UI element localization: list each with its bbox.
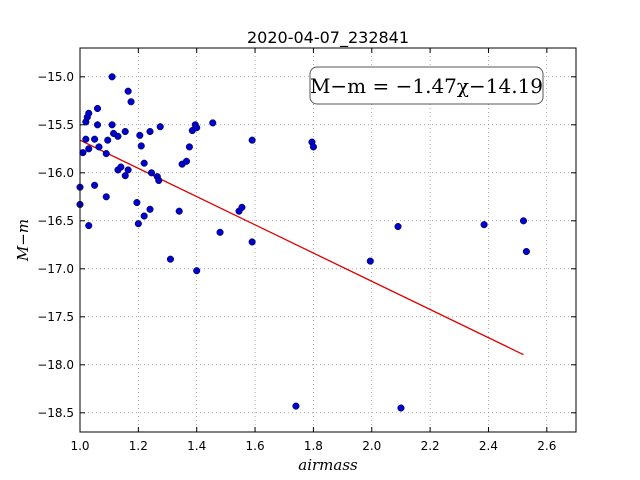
y-tick-label: −17.0 xyxy=(37,262,74,276)
data-point xyxy=(155,176,163,185)
x-axis-label: airmass xyxy=(298,456,358,474)
data-point xyxy=(102,193,110,201)
x-tick-label: 1.8 xyxy=(304,439,323,453)
data-point xyxy=(146,127,154,136)
data-point xyxy=(397,404,405,412)
data-point xyxy=(136,131,144,139)
data-point xyxy=(248,238,256,246)
data-point xyxy=(519,217,528,225)
data-point xyxy=(85,145,93,153)
data-point xyxy=(480,221,488,229)
data-point xyxy=(82,135,90,143)
data-point xyxy=(124,87,132,95)
x-tick-label: 1.6 xyxy=(246,439,265,453)
x-tick-label: 2.0 xyxy=(362,439,381,453)
data-point xyxy=(238,203,246,211)
data-point xyxy=(522,247,530,256)
fit-equation: M−m = −1.47χ−14.19 xyxy=(310,74,543,98)
data-point xyxy=(124,166,132,174)
data-point xyxy=(85,222,93,230)
x-tick-label: 2.4 xyxy=(479,439,498,453)
data-point xyxy=(102,150,110,158)
data-point xyxy=(147,169,156,177)
data-point xyxy=(140,212,148,220)
data-point xyxy=(91,135,99,143)
data-points xyxy=(76,73,530,412)
data-point xyxy=(193,267,201,275)
data-point xyxy=(134,220,142,228)
data-point xyxy=(91,181,99,189)
data-point xyxy=(366,257,374,265)
data-point xyxy=(185,143,193,151)
y-tick-label: −15.5 xyxy=(37,118,74,132)
data-point xyxy=(309,143,317,151)
y-tick-label: −18.5 xyxy=(37,406,74,420)
data-point xyxy=(85,109,93,117)
y-tick-label: −16.5 xyxy=(37,214,74,228)
data-point xyxy=(182,157,191,165)
data-point xyxy=(127,98,135,106)
data-point xyxy=(108,73,116,81)
data-point xyxy=(175,207,183,215)
data-point xyxy=(248,136,256,144)
data-point xyxy=(93,104,102,113)
data-point xyxy=(292,402,300,410)
x-tick-label: 2.6 xyxy=(537,439,556,453)
y-tick-label: −16.0 xyxy=(37,166,74,180)
y-tick-label: −18.0 xyxy=(37,358,74,372)
annotation-frame xyxy=(309,66,544,105)
y-tick-label: −17.5 xyxy=(37,310,74,324)
data-point xyxy=(133,199,141,207)
chart-title: 2020-04-07_232841 xyxy=(247,28,409,48)
data-point xyxy=(193,124,201,132)
data-point xyxy=(95,143,103,151)
data-point xyxy=(79,149,87,157)
data-point xyxy=(93,121,102,129)
data-point xyxy=(140,159,148,167)
x-tick-label: 1.2 xyxy=(129,439,148,453)
data-point xyxy=(209,119,217,127)
x-tick-label: 1.0 xyxy=(70,439,89,453)
plot-frame xyxy=(79,47,577,433)
axis-ticks: 1.0 1.2 1.4 1.6 1.8 2.0 2.2 2.4 2.6 −15.0 −15.5 −16… xyxy=(37,48,576,453)
x-tick-label: 1.4 xyxy=(187,439,206,453)
data-point xyxy=(216,228,224,236)
data-point xyxy=(394,223,402,231)
y-axis-label: M−m xyxy=(14,219,32,262)
data-point xyxy=(114,132,122,140)
y-tick-label: −15.0 xyxy=(37,70,74,84)
data-point xyxy=(156,123,164,131)
data-point xyxy=(108,121,116,129)
data-point xyxy=(117,163,125,171)
data-point xyxy=(104,136,112,144)
data-point xyxy=(146,205,154,213)
data-point xyxy=(121,172,129,180)
annotation-box: M−m = −1.47χ−14.19 xyxy=(309,66,544,105)
data-point xyxy=(121,127,129,136)
data-point xyxy=(137,142,145,150)
grid-lines xyxy=(79,48,576,432)
data-point xyxy=(166,255,174,263)
x-tick-label: 2.2 xyxy=(421,439,440,453)
